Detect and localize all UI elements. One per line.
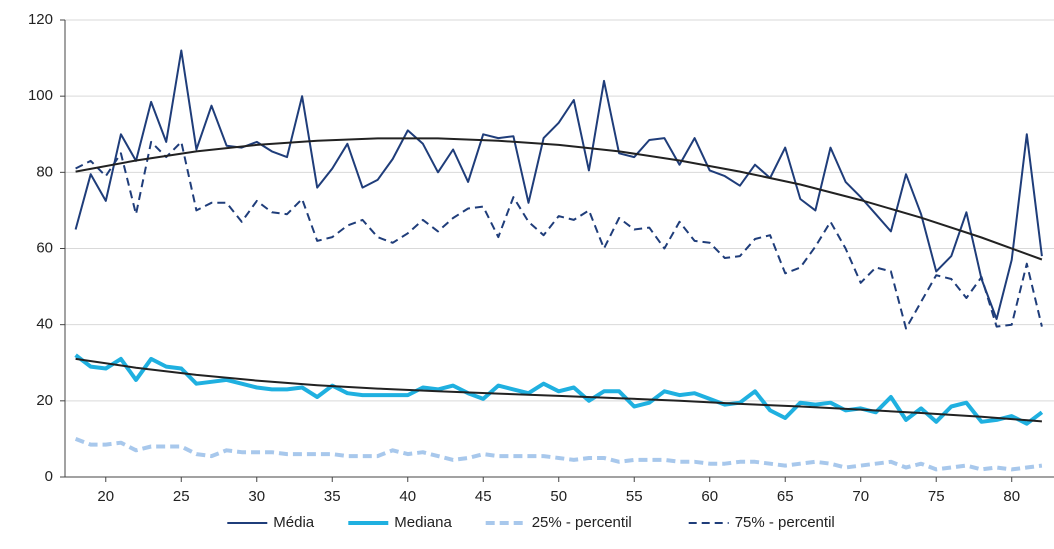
legend-label: Mediana xyxy=(394,514,452,531)
series-line xyxy=(74,353,1044,426)
x-tick-label: 75 xyxy=(928,488,945,505)
legend-label: Média xyxy=(273,514,315,531)
series-line xyxy=(75,140,1043,330)
y-tick-label: 100 xyxy=(28,87,53,104)
x-tick-label: 55 xyxy=(626,488,643,505)
x-tick-label: 70 xyxy=(852,488,869,505)
x-tick-label: 30 xyxy=(248,488,265,505)
x-tick-label: 60 xyxy=(701,488,718,505)
legend-label: 25% - percentil xyxy=(532,514,632,531)
x-tick-label: 35 xyxy=(324,488,341,505)
y-tick-label: 20 xyxy=(36,392,53,409)
y-tick-label: 40 xyxy=(36,316,53,333)
x-tick-label: 50 xyxy=(550,488,567,505)
series-line xyxy=(74,49,1043,320)
y-tick-label: 80 xyxy=(36,163,53,180)
legend-label: 75% - percentil xyxy=(735,514,835,531)
y-tick-label: 120 xyxy=(28,11,53,28)
trend-line xyxy=(75,137,1043,261)
x-tick-label: 80 xyxy=(1003,488,1020,505)
x-tick-label: 40 xyxy=(399,488,416,505)
x-tick-label: 25 xyxy=(173,488,190,505)
y-tick-label: 0 xyxy=(45,468,53,485)
x-tick-label: 45 xyxy=(475,488,492,505)
y-tick-label: 60 xyxy=(36,239,53,256)
x-tick-label: 20 xyxy=(97,488,114,505)
trend-line xyxy=(75,357,1042,423)
series-line xyxy=(74,437,1043,472)
x-tick-label: 65 xyxy=(777,488,794,505)
